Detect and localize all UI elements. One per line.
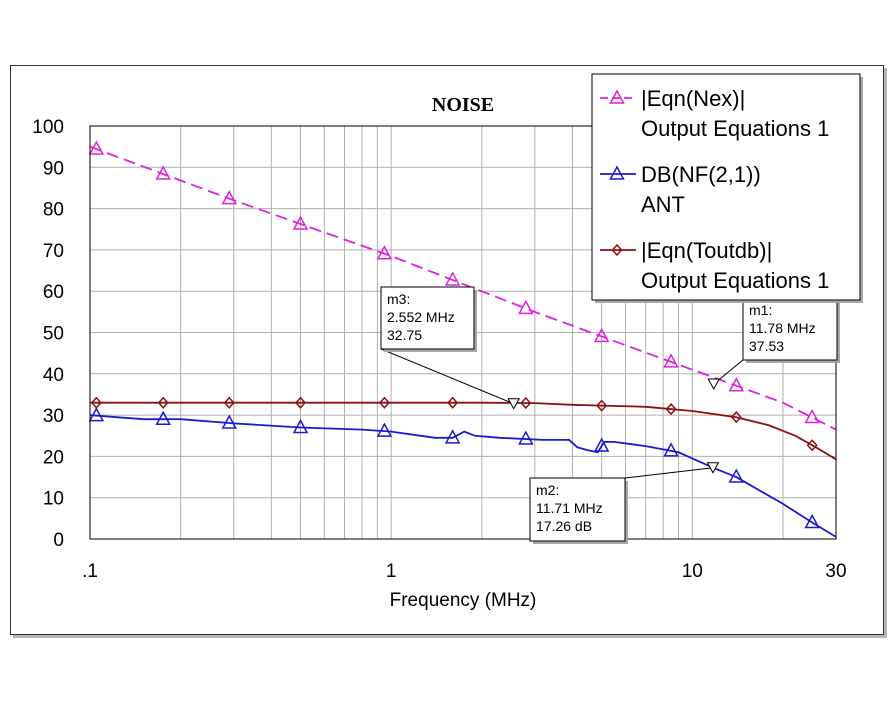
legend-swatch-triangle	[609, 165, 625, 180]
y-tick-label: 70	[43, 241, 64, 262]
legend-series-subname: Output Equations 1	[641, 116, 829, 141]
legend-swatch-diamond	[611, 243, 623, 257]
y-tick-label: 50	[43, 324, 64, 345]
legend-series-subname: ANT	[641, 192, 685, 217]
series-marker-diamond	[157, 396, 169, 409]
series-marker-triangle	[376, 245, 393, 260]
x-tick-label: 1	[386, 561, 397, 582]
marker-point-m3	[507, 398, 521, 410]
x-tick-label: 10	[682, 561, 703, 582]
marker-id: m2:	[536, 482, 559, 498]
series-marker-triangle	[728, 377, 745, 392]
y-tick-label: 60	[43, 282, 64, 303]
marker-x-label: 11.71 MHz	[536, 500, 603, 516]
marker-point-m2	[706, 462, 720, 474]
series-marker-triangle	[155, 410, 171, 425]
marker-box-m2	[529, 477, 626, 542]
marker-leader-m2	[624, 467, 714, 479]
series-marker-diamond	[378, 396, 390, 409]
series-marker-diamond	[447, 396, 459, 409]
marker-value-label: 17.26 dB	[536, 518, 592, 534]
series-marker-diamond	[806, 439, 818, 452]
series-marker-triangle	[663, 442, 679, 457]
marker-value-label: 32.75	[387, 327, 422, 343]
marker-id: m3:	[387, 291, 410, 307]
y-tick-label: 20	[43, 447, 64, 468]
series-marker-triangle	[518, 430, 534, 445]
marker-box-m3	[380, 286, 475, 350]
series-marker-triangle	[155, 165, 171, 180]
marker-id: m1:	[749, 302, 772, 318]
marker-point-m1	[707, 378, 721, 391]
legend-series-name: DB(NF(2,1))	[641, 162, 761, 187]
series-marker-triangle	[444, 271, 461, 286]
series-marker-triangle	[221, 414, 238, 429]
series-line-1	[90, 414, 836, 538]
legend-swatch-triangle	[609, 89, 625, 104]
series-marker-diamond	[90, 396, 102, 409]
series-marker-diamond	[730, 411, 742, 424]
y-tick-label: 40	[43, 365, 64, 386]
y-tick-label: 80	[43, 200, 64, 221]
y-tick-label: 0	[53, 530, 64, 551]
series-marker-diamond	[294, 396, 307, 409]
series-marker-triangle	[376, 422, 393, 437]
series-marker-triangle	[444, 429, 461, 444]
legend-series-subname: Output Equations 1	[641, 268, 829, 293]
marker-x-label: 2.552 MHz	[387, 309, 455, 325]
marker-leader-m3	[380, 348, 514, 405]
marker-value-label: 37.53	[749, 338, 784, 354]
legend-box	[591, 73, 861, 301]
marker-x-label: 11.78 MHz	[749, 320, 816, 336]
series-marker-triangle	[804, 513, 820, 529]
series-marker-triangle	[88, 140, 105, 155]
series-marker-triangle	[593, 437, 610, 452]
series-marker-triangle	[663, 353, 679, 368]
series-marker-triangle	[88, 407, 105, 422]
series-marker-diamond	[665, 402, 677, 416]
series-marker-triangle	[593, 327, 610, 343]
series-marker-triangle	[804, 408, 820, 424]
legend-series-name: |Eqn(Nex)|	[641, 86, 745, 111]
series-line-2	[90, 401, 836, 461]
series-marker-triangle	[292, 215, 309, 230]
series-marker-diamond	[596, 399, 608, 412]
series-marker-triangle	[292, 418, 309, 434]
y-tick-label: 100	[32, 117, 64, 138]
y-tick-label: 30	[43, 406, 64, 427]
legend-series-name: |Eqn(Toutdb)|	[641, 238, 772, 263]
x-axis-title: Frequency (MHz)	[390, 590, 537, 611]
series-marker-triangle	[728, 468, 745, 483]
marker-box-m1	[742, 297, 838, 361]
x-tick-label: .1	[82, 561, 98, 582]
y-tick-label: 90	[43, 158, 64, 179]
series-marker-triangle	[518, 299, 534, 315]
y-tick-label: 10	[43, 489, 64, 510]
series-marker-diamond	[223, 396, 235, 409]
x-tick-label: 30	[825, 561, 846, 582]
series-marker-diamond	[520, 396, 532, 410]
chart-title: NOISE	[432, 94, 494, 116]
series-marker-triangle	[221, 190, 238, 205]
